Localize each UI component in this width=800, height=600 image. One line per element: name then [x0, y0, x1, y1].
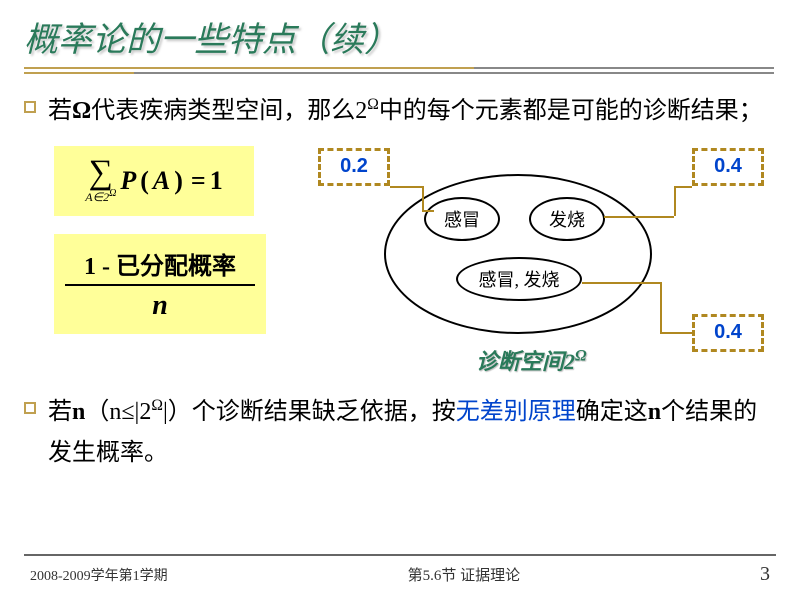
node-ganmao-fashao: 感冒, 发烧	[456, 257, 582, 301]
value-box-2: 0.4	[692, 148, 764, 186]
diagram-label: 诊断空间2Ω	[476, 344, 587, 376]
slide-title: 概率论的一些特点（续）	[24, 12, 776, 67]
bullet-1: 若Ω代表疾病类型空间，那么2Ω中的每个元素都是可能的诊断结果；	[24, 91, 776, 132]
sigma-symbol: ∑	[89, 156, 113, 190]
diagram-area: ∑ A∈2Ω P(A)=1 1 - 已分配概率 n 感冒 发烧 感冒, 发烧 诊…	[24, 142, 776, 392]
bullet-icon	[24, 402, 36, 414]
title-underline	[24, 67, 774, 77]
value-box-3: 0.4	[692, 314, 764, 352]
node-ganmao: 感冒	[424, 197, 500, 241]
venn-ellipse	[384, 174, 652, 334]
footer-left: 2008-2009学年第1学期	[30, 565, 168, 585]
footer-center: 第5.6节 证据理论	[408, 564, 521, 585]
page-number: 3	[760, 563, 770, 586]
bullet-2: 若n（n≤|2Ω|）个诊断结果缺乏依据，按无差别原理确定这n个结果的发生概率。	[24, 392, 776, 474]
bullet-icon	[24, 101, 36, 113]
bullet-1-text: 若Ω代表疾病类型空间，那么2Ω中的每个元素都是可能的诊断结果；	[48, 91, 763, 132]
footer: 2008-2009学年第1学期 第5.6节 证据理论 3	[0, 563, 800, 586]
value-box-1: 0.2	[318, 148, 390, 186]
formula-fraction: 1 - 已分配概率 n	[54, 234, 266, 334]
footer-divider	[24, 554, 776, 556]
formula-sum: ∑ A∈2Ω P(A)=1	[54, 146, 254, 216]
node-fashao: 发烧	[529, 197, 605, 241]
bullet-2-text: 若n（n≤|2Ω|）个诊断结果缺乏依据，按无差别原理确定这n个结果的发生概率。	[48, 392, 776, 474]
